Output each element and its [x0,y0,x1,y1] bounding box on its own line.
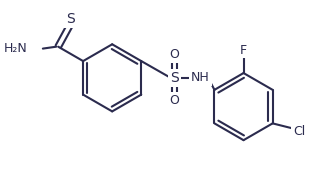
Text: O: O [170,94,179,107]
Text: Cl: Cl [293,125,305,137]
Text: S: S [170,71,179,85]
Text: O: O [170,48,179,61]
Text: NH: NH [191,71,210,84]
Text: F: F [240,43,247,57]
Text: S: S [66,12,75,26]
Text: H₂N: H₂N [4,42,28,55]
